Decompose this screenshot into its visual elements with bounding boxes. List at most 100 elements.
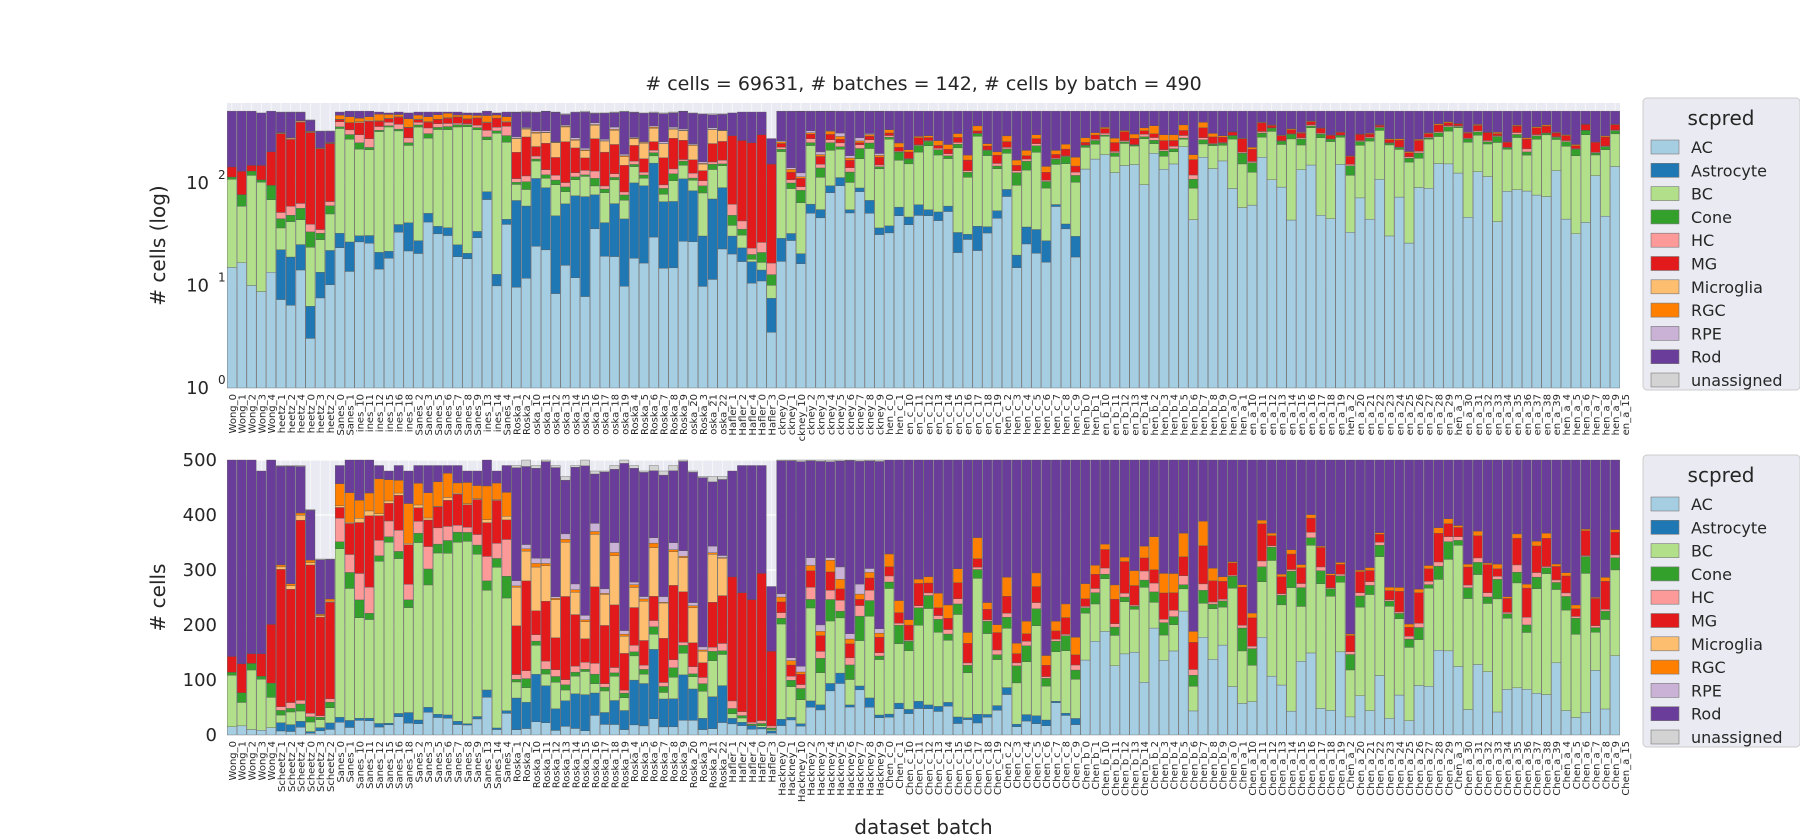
bar-segment-ac xyxy=(992,218,1002,389)
xtick-label: ckney_10 xyxy=(797,394,808,441)
bar-segment-astrocyte xyxy=(462,723,473,726)
bar-segment-bc xyxy=(1011,185,1022,256)
bar-segment-rod xyxy=(1345,110,1356,156)
legend-label-microglia: Microglia xyxy=(1691,635,1763,654)
bar-segment-hc xyxy=(854,605,865,617)
bar-segment-mg xyxy=(776,601,787,613)
xtick-label: en_a_22 xyxy=(1376,394,1387,435)
bar-segment-astrocyte xyxy=(962,234,973,240)
bar-segment-bc xyxy=(442,129,453,228)
bar-segment-mg xyxy=(1316,127,1326,134)
bar-segment-astrocyte xyxy=(442,714,453,719)
xtick-label: heetz_0 xyxy=(306,394,317,433)
bar-segment-cone xyxy=(933,149,943,156)
xtick-label: Wong_3 xyxy=(257,741,268,780)
bar-segment-rgc xyxy=(1070,637,1081,656)
bar-segment-astrocyte xyxy=(305,731,316,734)
xtick-label: Roska_21 xyxy=(709,741,720,788)
xtick-label: ines_15 xyxy=(385,394,396,432)
bar-segment-rod xyxy=(1384,459,1395,588)
bar-segment-hc xyxy=(285,206,296,216)
bar-segment-cone xyxy=(266,185,276,200)
bar-segment-rod xyxy=(590,113,600,123)
bar-segment-rod xyxy=(335,111,345,116)
bar-segment-rod xyxy=(717,114,728,131)
bar-segment-bc xyxy=(1443,559,1454,652)
bar-segment-bc xyxy=(1384,144,1395,237)
bar-segment-mg xyxy=(678,140,688,160)
bar-segment-ac xyxy=(864,213,875,389)
bar-segment-rgc xyxy=(384,114,394,119)
bar-segment-hc xyxy=(511,674,522,680)
bar-segment-rod xyxy=(227,459,237,657)
xtick-label: en_a_18 xyxy=(1327,394,1338,435)
xtick-label: Scheetz_4 xyxy=(297,741,308,792)
xtick-label: en_c_19 xyxy=(993,394,1004,435)
bar-segment-hc xyxy=(1335,573,1346,577)
bar-segment-astrocyte xyxy=(1070,718,1081,725)
bar-segment-ac xyxy=(678,241,688,389)
bar-segment-bc xyxy=(1502,618,1512,690)
legend-swatch-rpe xyxy=(1650,683,1680,698)
xtick-label: ckney_5 xyxy=(836,394,847,435)
bar-segment-bc xyxy=(531,160,541,179)
bar-segment-cone xyxy=(1296,138,1306,146)
bar-segment-unassigned xyxy=(717,476,728,480)
bar-segment-microglia xyxy=(541,565,551,602)
bar-segment-ac xyxy=(962,719,973,736)
bar-segment-ac xyxy=(246,729,257,736)
bar-segment-rod xyxy=(884,110,894,130)
bar-segment-ac xyxy=(1090,158,1100,389)
bar-segment-rod xyxy=(482,110,492,116)
bar-segment-hc xyxy=(825,139,836,143)
bar-segment-microglia xyxy=(374,513,384,516)
bar-segment-ac xyxy=(609,256,620,389)
bar-segment-cone xyxy=(423,133,433,139)
bar-segment-rpe xyxy=(619,154,630,156)
bar-segment-rod xyxy=(1198,110,1208,123)
bar-segment-cone xyxy=(550,179,561,185)
ytick-label: 10 xyxy=(186,275,209,296)
bar-segment-bc xyxy=(364,619,375,719)
bar-segment-ac xyxy=(1541,694,1552,736)
bar-segment-rod xyxy=(1423,459,1434,566)
bar-segment-rod xyxy=(825,461,836,558)
bar-segment-bc xyxy=(854,158,865,189)
bar-segment-mg xyxy=(1168,140,1179,147)
bar-segment-hc xyxy=(374,126,384,131)
xtick-label: Chen_b_0 xyxy=(1081,741,1092,790)
bar-segment-cone xyxy=(1306,125,1316,128)
bar-segment-ac xyxy=(825,690,836,736)
bar-segment-rod xyxy=(962,110,973,156)
bar-segment-astrocyte xyxy=(717,685,728,723)
bar-segment-hc xyxy=(1590,625,1601,628)
bar-segment-rod xyxy=(1394,459,1405,588)
bar-segment-ac xyxy=(599,724,610,736)
bar-segment-astrocyte xyxy=(854,685,865,691)
bar-segment-cone xyxy=(1031,145,1042,153)
bar-segment-mg xyxy=(825,134,836,140)
bar-segment-hc xyxy=(305,224,316,233)
bar-segment-cone xyxy=(1021,645,1032,662)
bar-segment-cone xyxy=(393,128,404,132)
bar-segment-unassigned xyxy=(599,470,610,473)
bar-segment-ac xyxy=(1531,693,1542,736)
bar-segment-cone xyxy=(1119,141,1130,144)
bar-segment-cone xyxy=(570,176,581,180)
bar-segment-mg xyxy=(786,664,796,677)
bar-segment-ac xyxy=(1198,157,1208,389)
bar-segment-bc xyxy=(1433,579,1444,651)
bar-segment-cone xyxy=(913,607,924,626)
bar-segment-cone xyxy=(433,127,443,130)
bar-segment-rgc xyxy=(845,638,855,645)
bar-segment-hc xyxy=(962,170,973,173)
bar-segment-mg xyxy=(1571,145,1581,149)
xtick-label: Sanes_4 xyxy=(503,741,514,783)
bar-segment-rpe xyxy=(796,172,806,177)
bar-segment-ac xyxy=(982,232,993,389)
bar-segment-astrocyte xyxy=(393,713,404,718)
bar-segment-cone xyxy=(1100,573,1110,579)
xtick-label: Chen_a_36 xyxy=(1523,741,1534,796)
bar-segment-bc xyxy=(1168,151,1179,165)
xtick-label: Hackney_3 xyxy=(816,741,827,796)
